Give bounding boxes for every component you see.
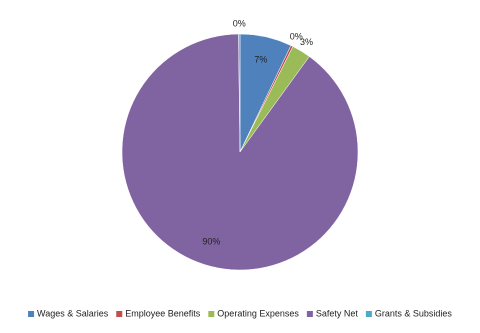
legend-label: Employee Benefits [125,308,201,318]
data-label: 90% [202,236,220,246]
legend-swatch [365,311,372,317]
legend-label: Operating Expenses [217,308,299,318]
data-label: 0% [233,18,246,28]
legend-label: Safety Net [316,308,359,318]
legend-swatch [28,311,35,317]
pie-slice [238,33,241,153]
legend: Wages & Salaries Employee Benefits Operati… [28,308,452,318]
legend-swatch [208,311,215,317]
data-label: 7% [254,54,267,64]
data-label: 3% [300,37,313,47]
pie-slice [121,33,359,271]
legend-label: Wages & Salaries [37,308,109,318]
legend-swatch [116,311,123,317]
data-label: 0% [290,31,303,41]
legend-label: Grants & Subsidies [375,308,453,318]
legend-swatch [306,311,313,317]
